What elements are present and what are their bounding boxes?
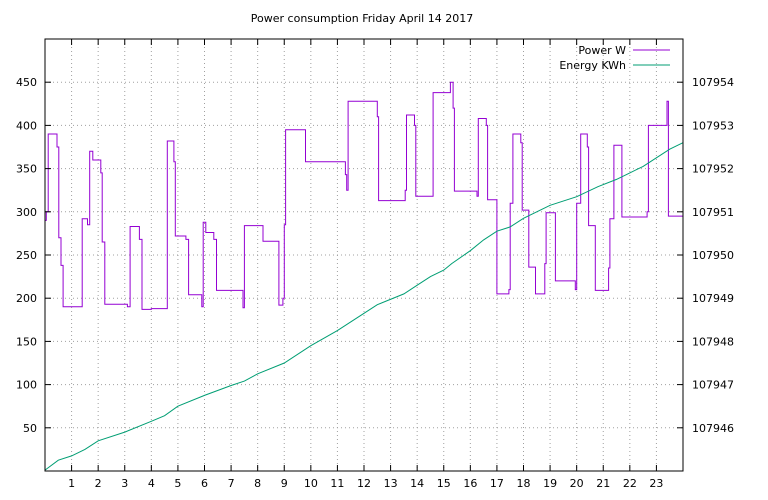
x-tick-label: 2 bbox=[95, 477, 102, 490]
x-tick-label: 16 bbox=[463, 477, 477, 490]
x-tick-label: 4 bbox=[148, 477, 155, 490]
x-tick-label: 5 bbox=[174, 477, 181, 490]
x-tick-label: 8 bbox=[254, 477, 261, 490]
y-tick-label: 450 bbox=[16, 76, 37, 89]
y2-tick-label: 107949 bbox=[692, 292, 734, 305]
y-tick-label: 350 bbox=[16, 163, 37, 176]
x-tick-label: 10 bbox=[304, 477, 318, 490]
y-tick-label: 300 bbox=[16, 206, 37, 219]
y-tick-label: 150 bbox=[16, 335, 37, 348]
axis-ticks: 1 2 3 4 5 6 7 8 9 10 11 12 13 14 15 16 17 18 19 20 21 22 23501… bbox=[16, 39, 734, 490]
legend-label: Energy KWh bbox=[559, 59, 626, 72]
legend: Power W Energy KWh bbox=[559, 44, 670, 72]
y2-tick-label: 107954 bbox=[692, 76, 734, 89]
legend-label: Power W bbox=[578, 44, 626, 57]
series-line-power-w bbox=[45, 81, 683, 310]
y2-tick-label: 107947 bbox=[692, 379, 734, 392]
y2-tick-label: 107950 bbox=[692, 249, 734, 262]
y2-tick-label: 107952 bbox=[692, 163, 734, 176]
x-tick-label: 9 bbox=[281, 477, 288, 490]
x-tick-label: 22 bbox=[623, 477, 637, 490]
x-tick-label: 1 bbox=[68, 477, 75, 490]
x-tick-label: 23 bbox=[649, 477, 663, 490]
series-line-energy-kwh bbox=[44, 142, 684, 471]
x-tick-label: 17 bbox=[490, 477, 504, 490]
x-tick-label: 11 bbox=[330, 477, 344, 490]
y2-tick-label: 107948 bbox=[692, 335, 734, 348]
x-tick-label: 14 bbox=[410, 477, 424, 490]
y-tick-label: 100 bbox=[16, 379, 37, 392]
x-tick-label: 7 bbox=[228, 477, 235, 490]
y2-tick-label: 107951 bbox=[692, 206, 734, 219]
y-tick-label: 400 bbox=[16, 119, 37, 132]
x-tick-label: 19 bbox=[543, 477, 557, 490]
y-tick-label: 50 bbox=[23, 422, 37, 435]
y-tick-label: 250 bbox=[16, 249, 37, 262]
x-tick-label: 15 bbox=[437, 477, 451, 490]
x-tick-label: 12 bbox=[357, 477, 371, 490]
y2-tick-label: 107946 bbox=[692, 422, 734, 435]
series-layer bbox=[44, 81, 684, 471]
y-tick-label: 200 bbox=[16, 292, 37, 305]
x-tick-label: 18 bbox=[517, 477, 531, 490]
x-tick-label: 6 bbox=[201, 477, 208, 490]
x-tick-label: 21 bbox=[596, 477, 610, 490]
x-tick-label: 3 bbox=[121, 477, 128, 490]
grid-lines bbox=[45, 39, 683, 471]
x-tick-label: 20 bbox=[570, 477, 584, 490]
y2-tick-label: 107953 bbox=[692, 119, 734, 132]
x-tick-label: 13 bbox=[384, 477, 398, 490]
chart-title: Power consumption Friday April 14 2017 bbox=[251, 12, 473, 25]
